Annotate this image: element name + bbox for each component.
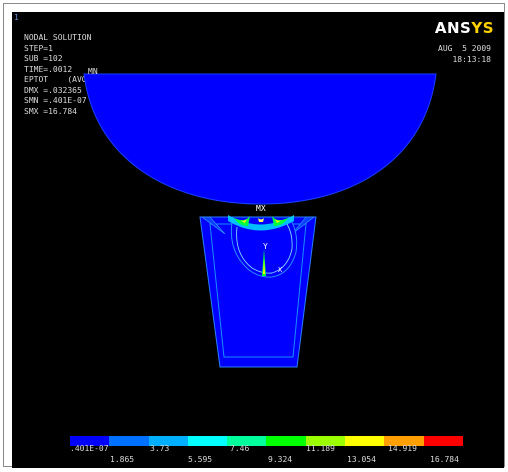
mold-rim-right <box>291 216 315 235</box>
legend-tick: 11.189 <box>306 444 335 453</box>
legend-color-swatch <box>305 436 346 446</box>
fe-model <box>83 73 437 368</box>
legend-color-swatch <box>423 436 463 446</box>
graphics-viewport[interactable]: 1 NODAL SOLUTION STEP=1 SUB =102 TIME=.0… <box>12 12 504 468</box>
min-marker-label: MN <box>88 67 98 76</box>
strain-hot-left <box>240 219 247 223</box>
info-line: NODAL SOLUTION <box>24 33 92 42</box>
info-line: DMX =.032365 <box>24 85 82 95</box>
legend-tick: 1.865 <box>110 455 135 464</box>
legend-tick: 5.595 <box>188 455 213 464</box>
info-line: SMN =.401E-07 <box>24 96 87 105</box>
legend-tick: 14.919 <box>388 444 417 453</box>
legend-tick: 3.73 <box>150 444 170 453</box>
legend-tick: 9.324 <box>268 455 293 464</box>
upper-die <box>83 73 437 205</box>
info-line: SMX =16.784 <box>24 106 77 116</box>
ball-inner-ring <box>236 223 293 274</box>
date-text: AUG 5 2009 <box>438 44 491 53</box>
ball-body <box>230 216 298 278</box>
ansys-logo: ANSYS <box>435 19 494 37</box>
legend-color-swatch <box>384 436 424 446</box>
contour-legend: .401E-07 3.73 7.46 11.189 14.919 1.865 5… <box>70 436 463 466</box>
legend-tick: 7.46 <box>230 444 250 453</box>
solution-info: NODAL SOLUTION STEP=1 SUB =102 TIME=.001… <box>24 34 91 118</box>
legend-tick: 13.054 <box>347 455 376 464</box>
time-text: 18:13:18 <box>452 55 491 64</box>
legend-color-swatch <box>266 436 306 446</box>
strain-core <box>258 218 264 222</box>
strain-hot-right <box>275 219 282 223</box>
ball-contact-band <box>228 215 294 231</box>
graphics-frame: 1 NODAL SOLUTION STEP=1 SUB =102 TIME=.0… <box>3 3 505 468</box>
legend-color-swatch <box>345 436 385 446</box>
legend-color-swatch <box>70 436 110 446</box>
max-marker-label: MX <box>256 204 266 213</box>
strain-streak-core <box>263 259 265 274</box>
info-line: STEP=1 <box>24 43 53 53</box>
legend-color-swatch <box>187 436 228 446</box>
info-line: EPTOT (AVG) <box>24 75 92 84</box>
legend-color-swatch <box>148 436 188 446</box>
info-line: TIME=.0012 <box>24 64 73 74</box>
legend-color-swatch <box>227 436 267 446</box>
legend-tick: .401E-07 <box>70 444 109 453</box>
y-axis-triad-label: Y <box>263 242 268 251</box>
legend-tick: 16.784 <box>430 455 459 464</box>
mold-rim-left <box>201 216 226 235</box>
window-number: 1 <box>14 13 19 22</box>
logo-accent: YS <box>471 19 494 37</box>
timestamp: AUG 5 2009 18:13:18 <box>438 45 491 67</box>
logo-text: ANS <box>434 19 472 37</box>
x-axis-triad-label: X <box>278 266 283 274</box>
legend-color-bar <box>70 436 463 446</box>
legend-color-swatch <box>109 436 149 446</box>
info-line: SUB =102 <box>24 54 63 63</box>
